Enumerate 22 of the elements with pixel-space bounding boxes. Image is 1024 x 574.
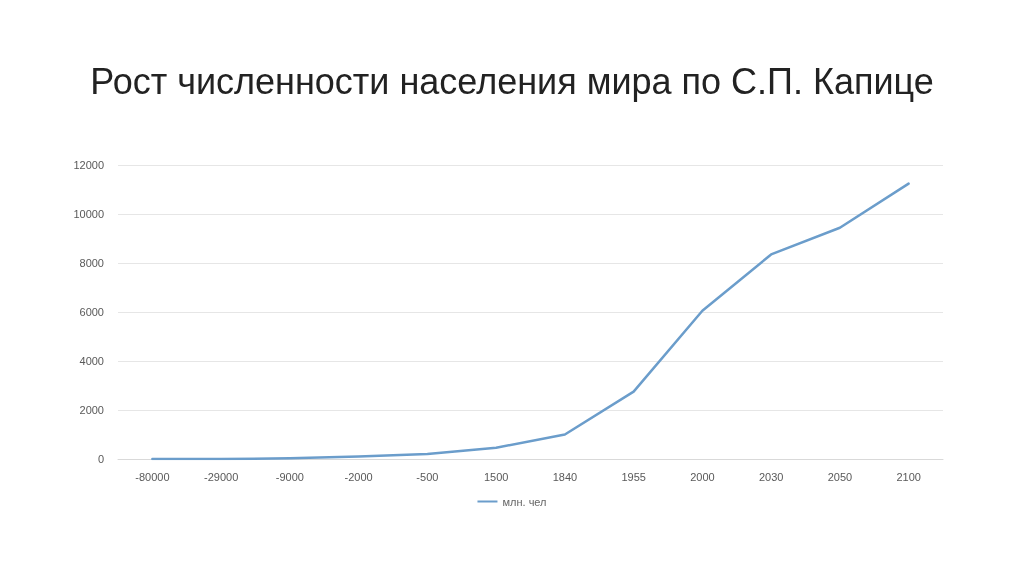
x-tick-label: 2000	[690, 470, 715, 483]
line-series	[151, 182, 910, 461]
y-tick-label: 10000	[73, 208, 104, 220]
y-tick-label: 6000	[79, 306, 104, 318]
legend-label: млн. чел	[502, 495, 547, 508]
y-tick-label: 8000	[79, 257, 104, 269]
x-tick-label: 2050	[827, 470, 853, 483]
y-tick-label: 2000	[79, 404, 104, 416]
x-tick-label: 1955	[621, 470, 646, 483]
x-tick-label: 2030	[758, 470, 784, 483]
x-tick-label: 1840	[552, 470, 578, 483]
y-tick-label: 0	[97, 453, 104, 465]
x-tick-label: -500	[416, 470, 439, 483]
x-tick-label: 1500	[483, 470, 509, 483]
x-tick-label: -2000	[344, 470, 373, 483]
chart-title: Рост численности населения мира по С.П. Капице	[90, 60, 934, 102]
y-tick-label: 12000	[73, 159, 104, 171]
x-tick-label: 2100	[896, 470, 921, 483]
x-tick-label: -80000	[135, 470, 170, 483]
y-tick-label: 4000	[79, 355, 104, 367]
x-tick-label: -9000	[275, 470, 304, 483]
x-tick-label: -29000	[203, 470, 239, 483]
